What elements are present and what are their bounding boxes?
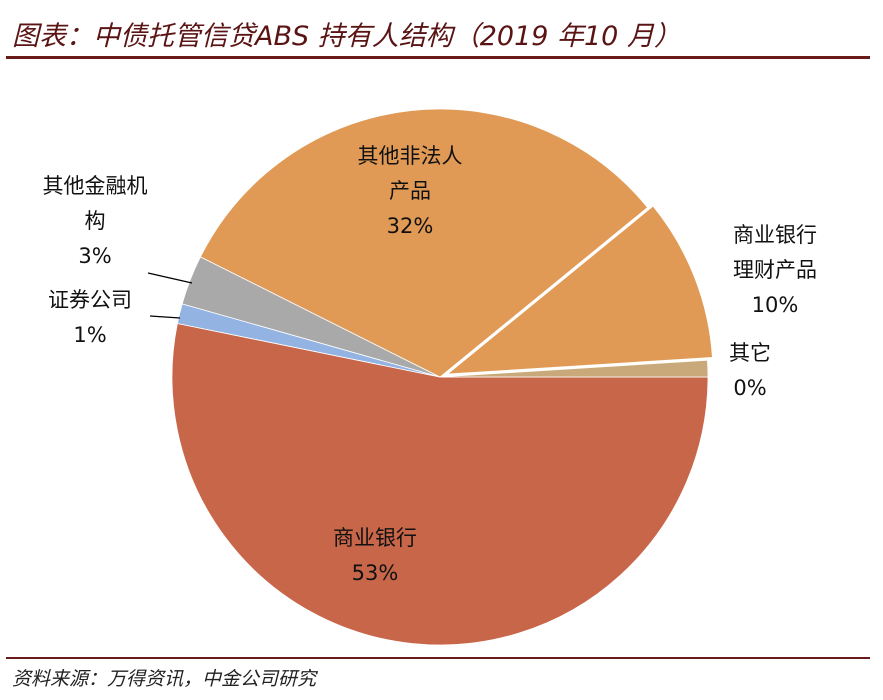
leader-line bbox=[147, 272, 193, 284]
pie-slice bbox=[199, 108, 649, 378]
slice-label: 产品 bbox=[389, 179, 431, 203]
pie-slice bbox=[439, 359, 709, 378]
leader-line bbox=[149, 315, 181, 319]
source-divider bbox=[6, 657, 870, 659]
slice-label: 其他非法人 bbox=[358, 144, 463, 168]
pie-slice bbox=[171, 323, 709, 646]
slice-percent-label: 10% bbox=[752, 293, 799, 317]
source-note: 资料来源：万得资讯，中金公司研究 bbox=[12, 668, 317, 690]
slice-label: 构 bbox=[85, 209, 106, 233]
slice-percent-label: 53% bbox=[352, 561, 399, 585]
slice-percent-label: 0% bbox=[733, 376, 766, 400]
slice-label: 商业银行 bbox=[733, 223, 817, 247]
slice-label: 理财产品 bbox=[733, 258, 817, 282]
pie-slice bbox=[442, 203, 715, 377]
slice-percent-label: 3% bbox=[78, 244, 111, 268]
slice-label: 证券公司 bbox=[48, 288, 132, 312]
slice-label: 商业银行 bbox=[333, 526, 417, 550]
slice-label: 其它 bbox=[729, 341, 771, 365]
title-divider bbox=[6, 56, 870, 59]
slice-percent-label: 1% bbox=[73, 323, 106, 347]
slice-percent-label: 32% bbox=[387, 214, 434, 238]
slice-label: 其他金融机 bbox=[43, 174, 148, 198]
chart-title: 图表：中债托管信贷ABS 持有人结构（2019 年10 月） bbox=[12, 21, 681, 52]
